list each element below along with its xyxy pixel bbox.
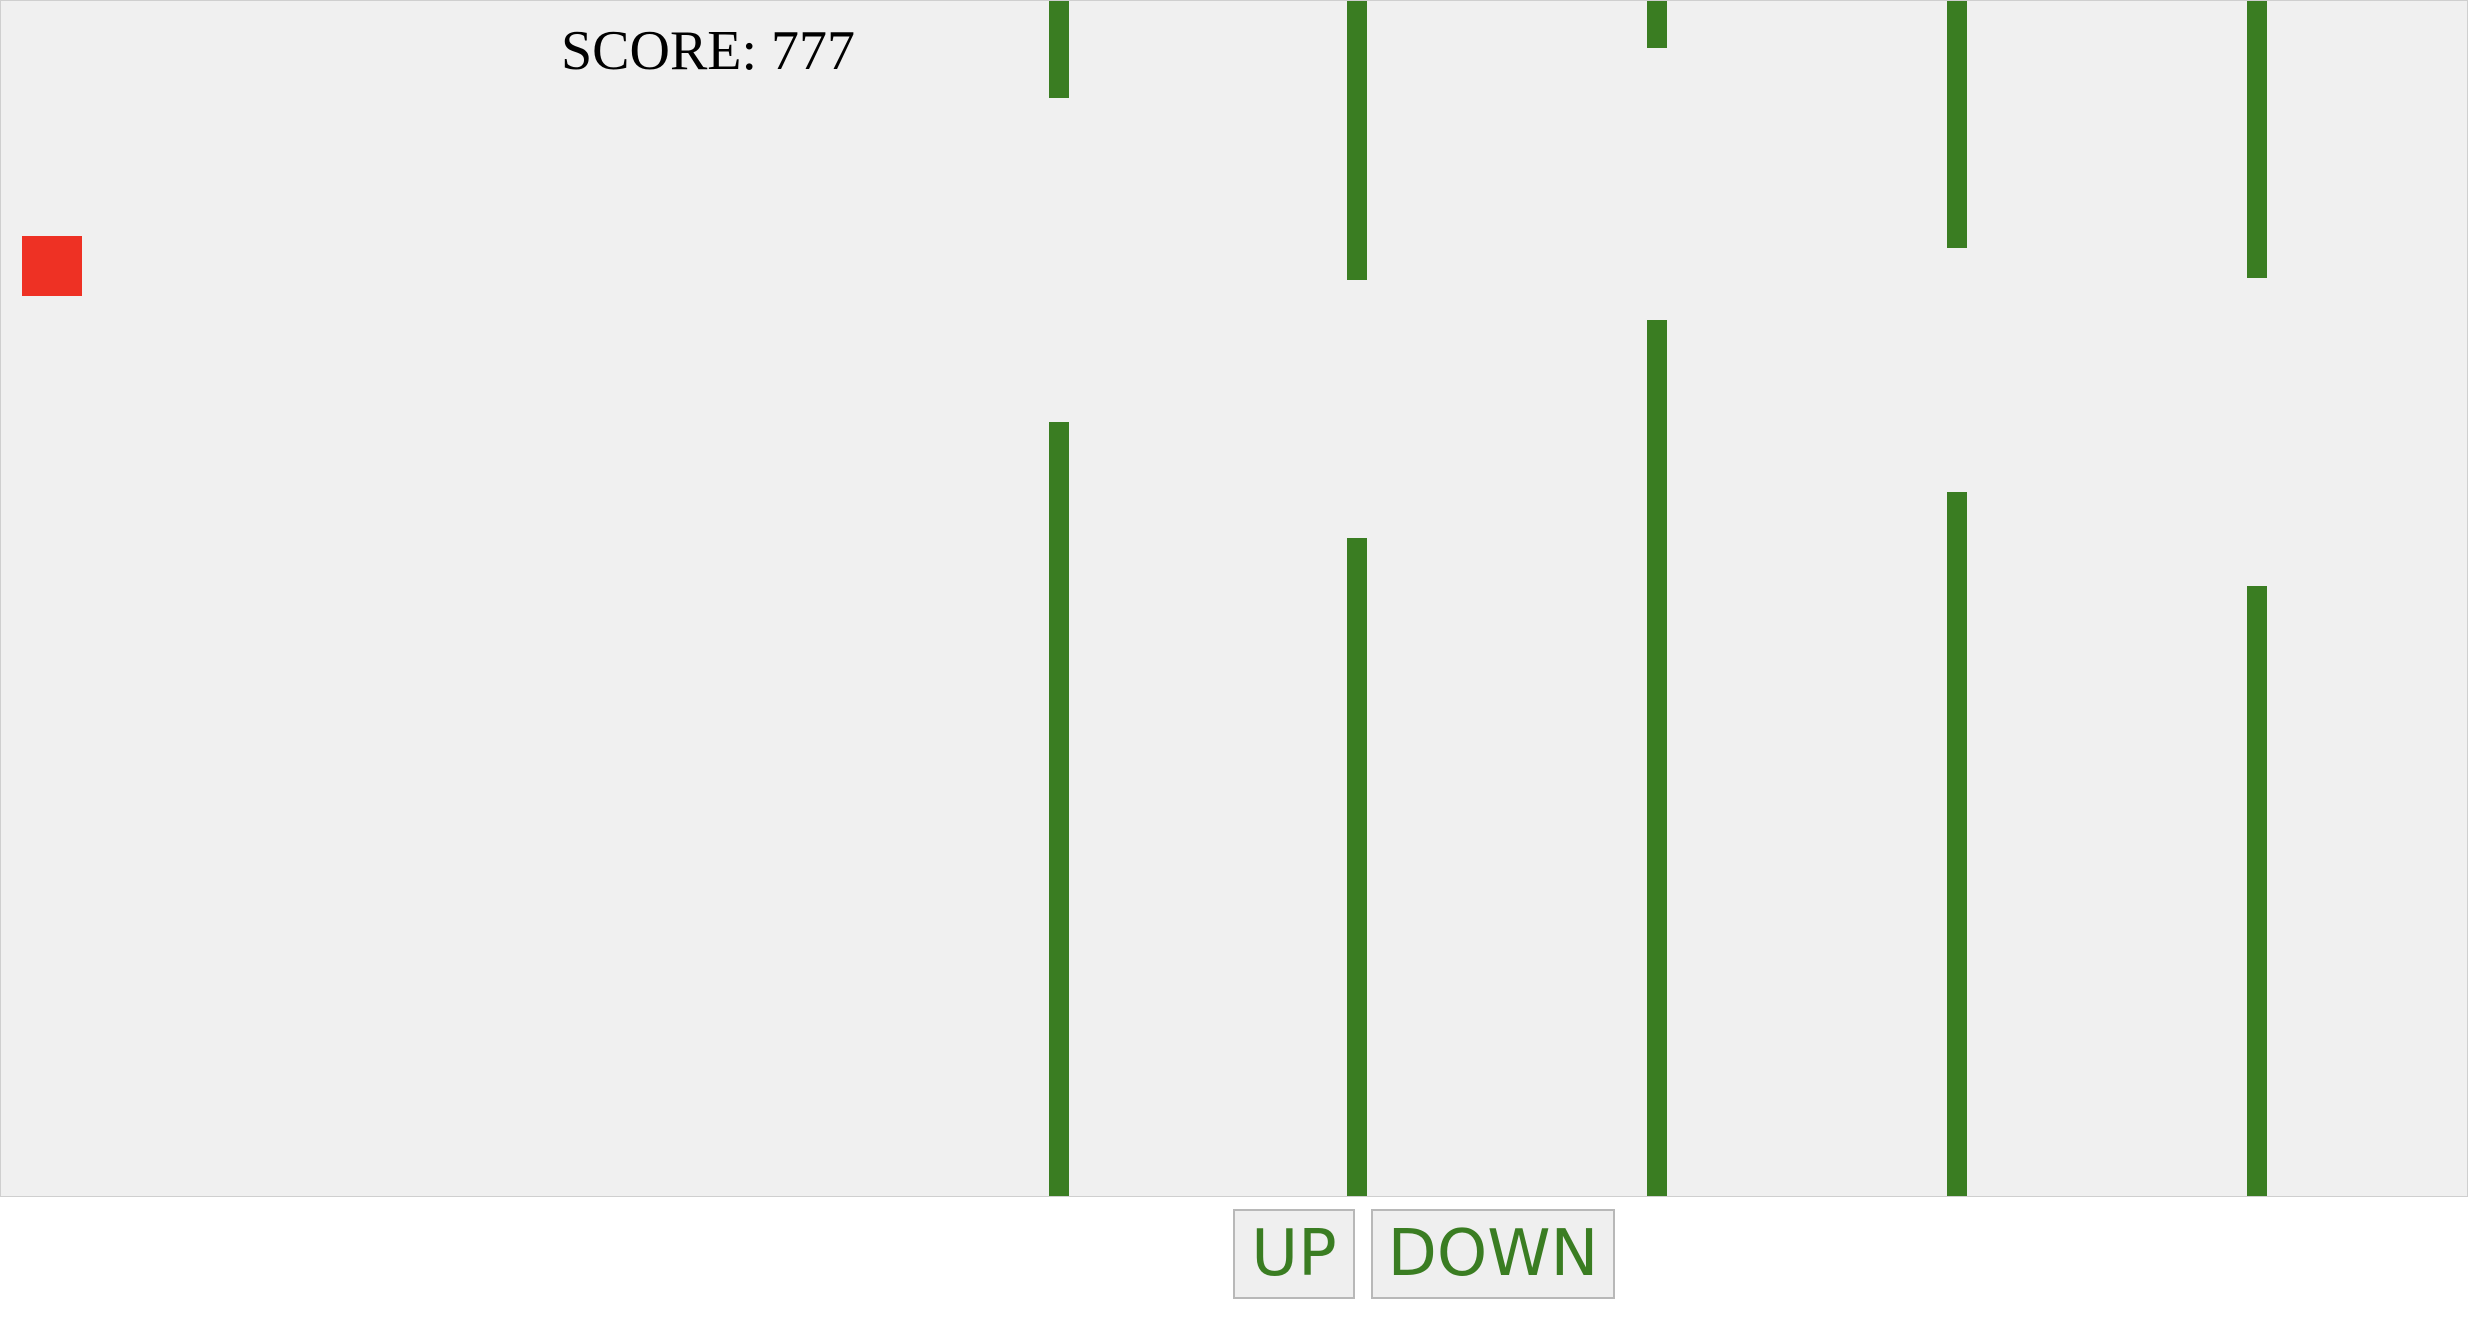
pipe-3-top bbox=[1647, 1, 1667, 48]
game-canvas: SCORE: 777 bbox=[0, 0, 2468, 1197]
down-button[interactable]: DOWN bbox=[1371, 1209, 1615, 1299]
pipe-1-top bbox=[1049, 1, 1069, 98]
pipe-2-top bbox=[1347, 1, 1367, 280]
pipe-4-bottom bbox=[1947, 492, 1967, 1196]
pipe-2-bottom bbox=[1347, 538, 1367, 1196]
up-button[interactable]: UP bbox=[1233, 1209, 1355, 1299]
score-display: SCORE: 777 bbox=[561, 20, 856, 82]
pipe-5-bottom bbox=[2247, 586, 2267, 1196]
pipe-5-top bbox=[2247, 1, 2267, 278]
pipe-4-top bbox=[1947, 1, 1967, 248]
controls: UP DOWN bbox=[1233, 1209, 1615, 1299]
pipe-1-bottom bbox=[1049, 422, 1069, 1196]
pipe-3-bottom bbox=[1647, 320, 1667, 1196]
player-block bbox=[22, 236, 82, 296]
